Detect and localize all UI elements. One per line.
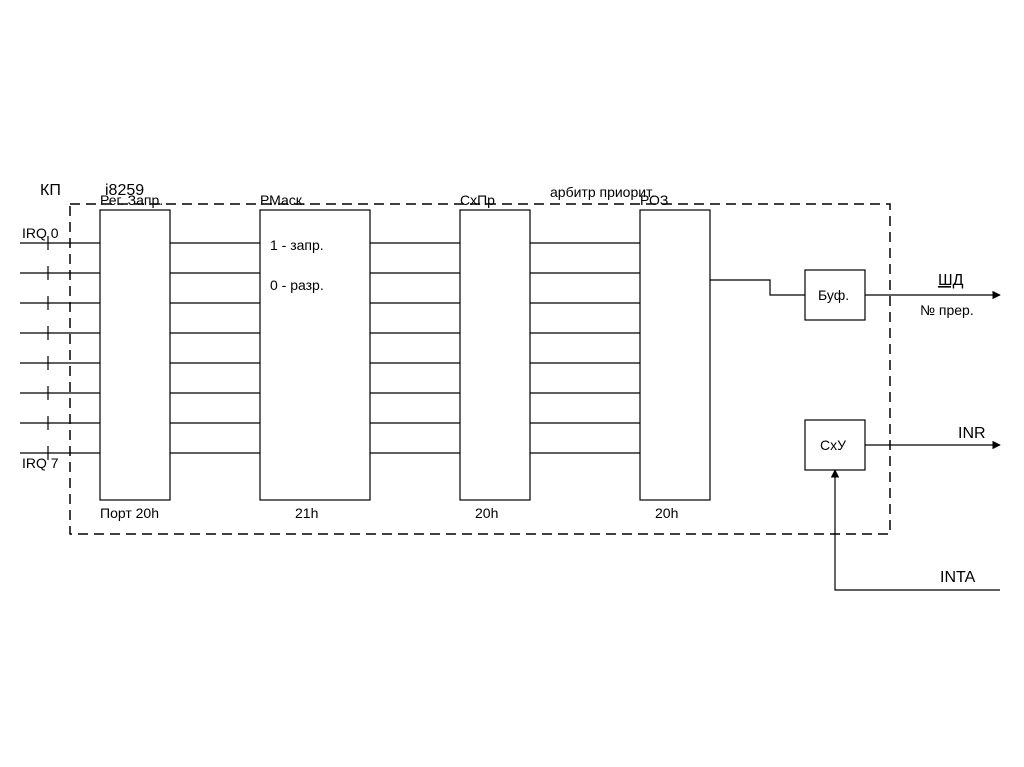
regzapr-port: Порт 20h <box>100 505 159 521</box>
bus-regzapr-to-rmask <box>170 243 260 453</box>
bus-schpr-to-ros <box>530 243 640 453</box>
shd-sub: № прер. <box>920 302 974 318</box>
schpr-block <box>460 210 530 500</box>
title-kp: КП <box>40 182 61 199</box>
rmask-line1: 1 - запр. <box>270 237 324 253</box>
rmask-title: РМаск. <box>260 192 306 208</box>
i8259-block-diagram: КП i8259 арбитр приорит. IRQ 0 IRQ 7 Рег… <box>0 0 1024 767</box>
schpr-port: 20h <box>475 505 498 521</box>
rmask-port: 21h <box>295 505 318 521</box>
ros-title: РОЗ <box>640 192 668 208</box>
schu-title: СхУ <box>820 437 846 453</box>
buf-title: Буф. <box>818 287 849 303</box>
ros-port: 20h <box>655 505 678 521</box>
wire-ros-to-buf <box>710 280 805 295</box>
inr-label: INR <box>958 425 986 442</box>
regzapr-block <box>100 210 170 500</box>
regzapr-title: Рег. Запр. <box>100 192 163 208</box>
irq0-label: IRQ 0 <box>22 225 59 241</box>
shd-label: ШД <box>938 272 964 289</box>
bus-irq-inputs <box>20 236 100 460</box>
inta-label: INTA <box>940 569 976 586</box>
schpr-title: СхПр <box>460 192 495 208</box>
rmask-line2: 0 - разр. <box>270 277 324 293</box>
ros-block <box>640 210 710 500</box>
bus-rmask-to-schpr <box>370 243 460 453</box>
irq7-label: IRQ 7 <box>22 455 59 471</box>
rmask-block <box>260 210 370 500</box>
